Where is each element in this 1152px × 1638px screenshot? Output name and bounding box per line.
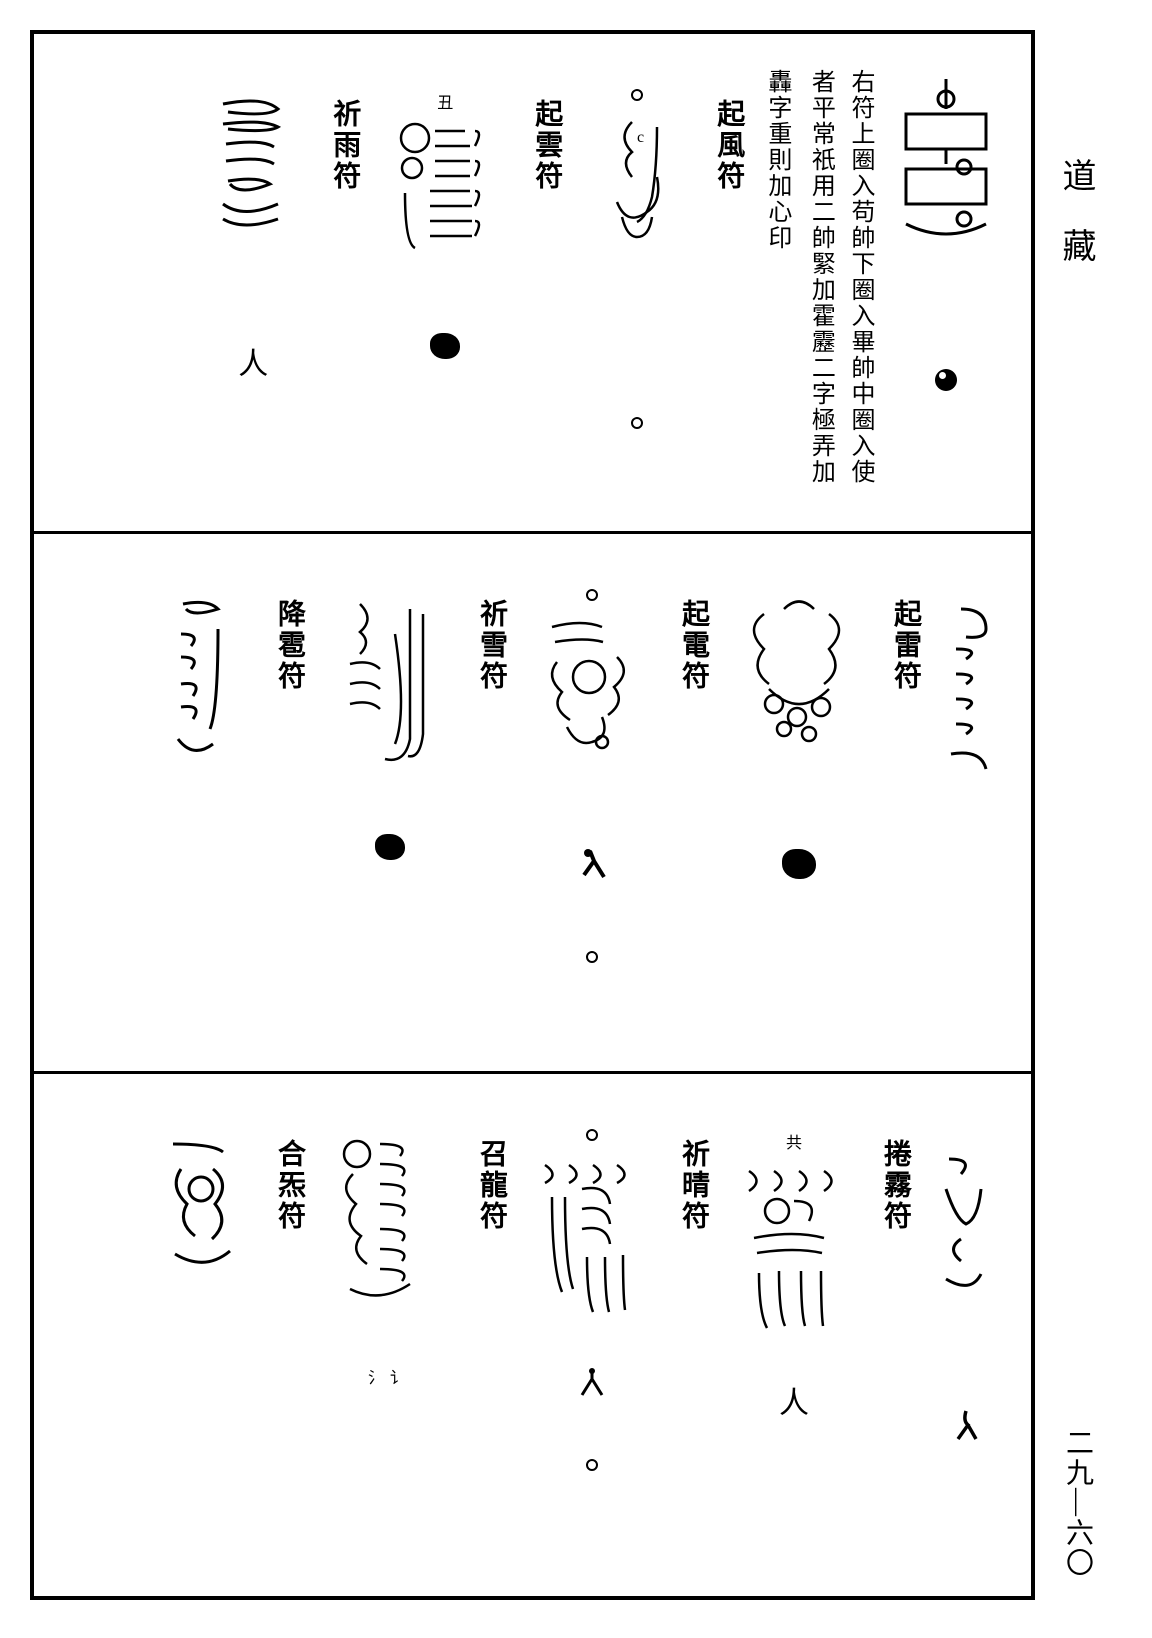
page-number: 二九—六〇	[1057, 1428, 1097, 1578]
talisman-qidian	[527, 589, 657, 963]
row-2: 起雷符 起電符	[34, 534, 1031, 1074]
label-qixue: 祈雪符	[471, 599, 511, 692]
note-column: 右符上圈入苟帥下圈入畢帥中圈入使	[845, 69, 873, 485]
talisman-zhaolong: 氵讠	[325, 1129, 455, 1388]
label-qilei: 起雷符	[885, 599, 925, 692]
label-qiqing: 祈晴符	[673, 1139, 713, 1232]
talisman-jiangbao	[163, 589, 253, 789]
man-glyph: 人	[238, 339, 268, 383]
row-3: 捲霧符 共 人 祈晴符	[34, 1074, 1031, 1598]
talisman-qixue	[325, 589, 455, 860]
note-column: 者平常祇用二帥緊加霍靂二字極弄加	[806, 69, 834, 485]
talisman-qiyun: 丑	[380, 89, 510, 359]
label-qiyu: 祈雨符	[324, 99, 364, 192]
talisman-qiqing	[527, 1129, 657, 1471]
label-heqi: 合炁符	[269, 1139, 309, 1232]
talisman-box-diagram	[891, 79, 1001, 391]
talisman-qifeng: c	[582, 89, 692, 429]
margin-title: 道藏	[1051, 158, 1100, 298]
talisman-qiyu: 人	[198, 89, 308, 383]
label-jiangbao: 降雹符	[269, 599, 309, 692]
note-column: 轟字重則加心印	[762, 69, 790, 251]
talisman-aux-r2	[941, 599, 1001, 799]
svg-text:c: c	[637, 129, 644, 146]
label-qifeng: 起風符	[708, 99, 748, 192]
talisman-aux-r3	[931, 1149, 1001, 1448]
talisman-heqi	[153, 1129, 253, 1329]
talisman-juanwu: 共 人	[729, 1129, 859, 1422]
row-1: 右符上圈入苟帥下圈入畢帥中圈入使 者平常祇用二帥緊加霍靂二字極弄加 轟字重則加心…	[34, 34, 1031, 534]
page-frame: 右符上圈入苟帥下圈入畢帥中圈入使 者平常祇用二帥緊加霍靂二字極弄加 轟字重則加心…	[30, 30, 1035, 1600]
label-qiyun: 起雲符	[526, 99, 566, 192]
note-line-3: 轟字重則加心印	[762, 69, 790, 251]
label-zhaolong: 召龍符	[471, 1139, 511, 1232]
note-line-1: 右符上圈入苟帥下圈入畢帥中圈入使	[845, 69, 873, 485]
talisman-qilei	[729, 589, 869, 879]
label-qidian: 起電符	[673, 599, 713, 692]
label-juanwu: 捲霧符	[875, 1139, 915, 1232]
note-line-2: 者平常祇用二帥緊加霍靂二字極弄加	[806, 69, 834, 485]
